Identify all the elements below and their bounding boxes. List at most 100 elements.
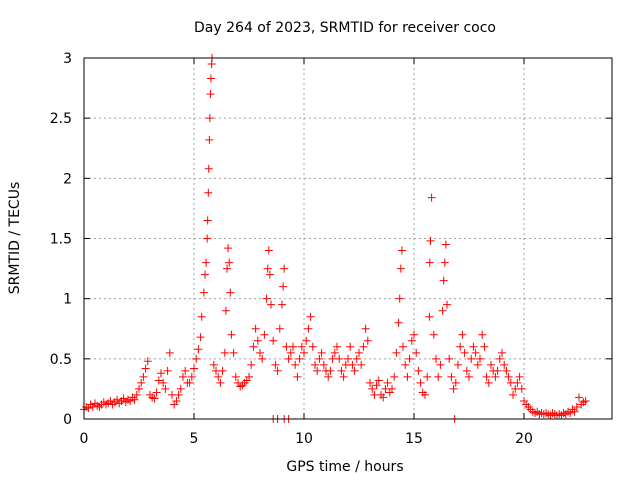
data-point <box>399 342 407 351</box>
data-point <box>247 360 256 369</box>
x-axis-label: GPS time / hours <box>286 459 403 475</box>
data-point <box>262 294 271 303</box>
data-point <box>451 378 460 387</box>
data-point <box>348 360 357 369</box>
data-point <box>256 348 264 357</box>
data-point <box>319 360 328 369</box>
data-point <box>392 348 401 357</box>
data-point <box>154 376 163 385</box>
data-point <box>566 408 575 417</box>
data-point <box>458 330 467 339</box>
data-point <box>291 360 300 369</box>
data-point <box>293 372 302 381</box>
data-points <box>80 54 590 423</box>
data-point <box>214 372 223 381</box>
data-point <box>326 366 335 375</box>
data-point <box>403 372 412 381</box>
data-point <box>139 372 148 381</box>
data-point <box>196 333 205 342</box>
data-point <box>190 364 198 373</box>
data-point <box>185 378 194 387</box>
data-point <box>223 264 231 273</box>
data-point <box>135 384 143 393</box>
data-point <box>366 378 374 387</box>
data-point <box>438 306 447 315</box>
data-point <box>227 330 236 339</box>
data-point <box>405 354 414 363</box>
data-point <box>143 357 152 366</box>
data-point <box>263 264 272 273</box>
data-point <box>441 240 450 249</box>
data-point <box>498 348 506 357</box>
data-point <box>280 264 289 273</box>
data-point <box>205 114 214 123</box>
y-tick-label: 1 <box>63 292 72 308</box>
data-point <box>432 354 440 363</box>
data-point <box>346 342 355 351</box>
data-point <box>205 135 214 144</box>
data-point <box>236 382 245 391</box>
data-point <box>141 364 150 373</box>
data-point <box>267 300 275 309</box>
data-point <box>473 360 482 369</box>
data-point <box>258 354 267 363</box>
data-point <box>350 366 359 375</box>
data-point <box>179 372 187 381</box>
data-point <box>385 388 394 397</box>
data-point <box>484 378 493 387</box>
data-point <box>491 372 500 381</box>
data-point <box>352 354 361 363</box>
data-point <box>447 372 456 381</box>
data-point <box>515 372 524 381</box>
y-tick-label: 3 <box>63 51 72 67</box>
data-point <box>286 348 295 357</box>
data-point <box>337 366 346 375</box>
data-point <box>500 360 509 369</box>
y-tick-label: 1.5 <box>50 232 72 248</box>
data-point <box>581 396 590 405</box>
plot-frame <box>83 57 613 420</box>
data-point <box>84 404 93 413</box>
data-point <box>206 74 215 83</box>
y-tick-label: 0 <box>63 412 72 428</box>
data-point <box>220 348 229 357</box>
data-point <box>192 354 201 363</box>
data-point <box>416 378 425 387</box>
x-tick-label: 15 <box>405 431 423 447</box>
data-point <box>335 354 344 363</box>
data-point <box>284 354 293 363</box>
data-point <box>278 300 286 309</box>
data-point <box>279 282 288 291</box>
data-point <box>289 342 297 351</box>
data-point <box>197 312 206 321</box>
data-point <box>194 345 203 354</box>
data-point <box>388 384 396 393</box>
data-point <box>306 312 315 321</box>
grid-lines <box>84 58 612 419</box>
data-point <box>206 90 215 99</box>
y-tick-label: 2 <box>63 171 72 187</box>
data-point <box>502 366 511 375</box>
data-point <box>311 360 319 369</box>
data-point <box>229 348 238 357</box>
data-point <box>445 354 454 363</box>
data-point <box>304 324 313 333</box>
data-point <box>172 396 181 405</box>
data-point <box>181 366 190 375</box>
data-point <box>203 216 212 225</box>
data-point <box>355 348 363 357</box>
data-point <box>273 366 282 375</box>
data-point <box>401 360 410 369</box>
data-point <box>407 336 416 345</box>
data-point <box>372 381 381 390</box>
data-point <box>224 244 233 253</box>
data-point <box>478 330 487 339</box>
data-point <box>383 378 392 387</box>
data-point <box>357 360 366 369</box>
data-point <box>456 342 465 351</box>
data-point <box>425 312 434 321</box>
data-point <box>150 394 159 403</box>
data-point <box>517 384 526 393</box>
data-point <box>216 378 225 387</box>
